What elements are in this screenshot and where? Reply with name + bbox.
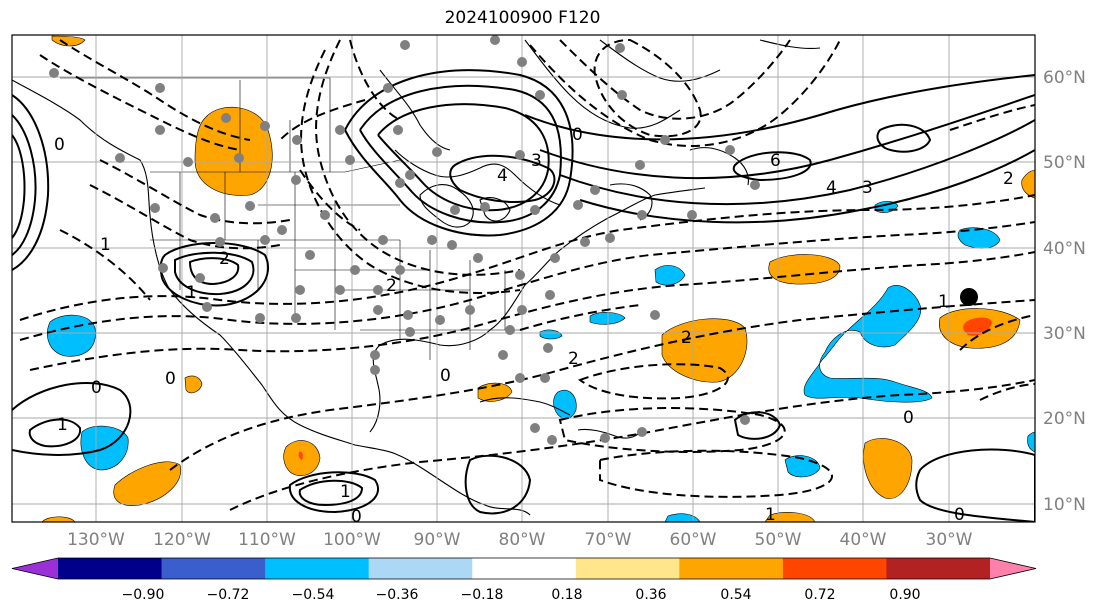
colorbar-segment xyxy=(265,558,370,579)
contour-label: 0 xyxy=(54,135,65,155)
colorbar-tick-label: −0.90 xyxy=(122,587,165,603)
contour-label: 1 xyxy=(100,235,111,255)
lat-label: 40°N xyxy=(1043,239,1086,259)
contour-label: 4 xyxy=(497,166,508,186)
contour-label: 1 xyxy=(57,415,68,435)
contour-label: 0 xyxy=(954,505,965,525)
lon-label: 100°W xyxy=(323,530,381,550)
colorbar-tick-label: 0.36 xyxy=(635,587,666,603)
contour-label: 2 xyxy=(386,276,397,296)
colorbar xyxy=(11,557,1037,580)
colorbar-segment xyxy=(782,558,887,579)
coastlines xyxy=(12,39,821,516)
contour-label: 0 xyxy=(351,507,362,527)
contour-label: 2 xyxy=(1003,169,1014,189)
map-title: 2024100900 F120 xyxy=(444,8,601,28)
contour-label: 2 xyxy=(568,349,579,369)
lat-label: 30°N xyxy=(1043,324,1086,344)
colorbar-tick-label: 0.90 xyxy=(889,587,920,603)
lon-label: 80°W xyxy=(499,530,546,550)
lon-label: 30°W xyxy=(926,530,973,550)
contour-label: 6 xyxy=(770,151,781,171)
contour-label: 0 xyxy=(440,366,451,386)
colorbar-tick-label: 0.18 xyxy=(551,587,582,603)
colorbar-tick-label: −0.36 xyxy=(376,587,419,603)
lon-label: 90°W xyxy=(414,530,461,550)
contour-label: 0 xyxy=(165,369,176,389)
political-borders xyxy=(60,77,520,360)
lat-label: 20°N xyxy=(1043,409,1086,429)
lat-label: 60°N xyxy=(1043,68,1086,88)
storm-center-dot xyxy=(960,288,978,306)
lon-label: 40°W xyxy=(840,530,887,550)
contour-label: 1 xyxy=(186,283,197,303)
colorbar-extend-max xyxy=(990,558,1036,579)
contour-label: 3 xyxy=(531,151,542,171)
colorbar-segment xyxy=(886,558,991,579)
lat-label: 50°N xyxy=(1043,153,1086,173)
colorbar-segment xyxy=(161,558,266,579)
colorbar-tick-label: −0.54 xyxy=(292,587,335,603)
contour-label: 0 xyxy=(903,408,914,428)
contour-labels: 4 3 2 1 0 6 4 3 0 2 1 0 2 1 0 2 1 0 0 1 … xyxy=(54,125,1014,527)
contour-label: 4 xyxy=(826,178,837,198)
lon-label: 110°W xyxy=(238,530,296,550)
graticule xyxy=(12,35,1035,522)
colorbar-tick-label: −0.72 xyxy=(207,587,250,603)
colorbar-tick-label: 0.54 xyxy=(720,587,751,603)
contour-label: 1 xyxy=(340,482,351,502)
colorbar-segment xyxy=(58,558,163,579)
negative-height-contours xyxy=(19,38,1035,511)
lat-label: 10°N xyxy=(1043,495,1086,515)
contour-label: 1 xyxy=(765,505,776,525)
lon-label: 130°W xyxy=(67,530,125,550)
contour-label: 2 xyxy=(219,249,230,269)
colorbar-segment xyxy=(679,558,784,579)
contour-label: 1 xyxy=(938,292,949,312)
latitude-labels: 60°N 50°N 40°N 30°N 20°N 10°N xyxy=(1043,68,1086,515)
lon-label: 50°W xyxy=(755,530,802,550)
lon-label: 60°W xyxy=(670,530,717,550)
lon-label: 70°W xyxy=(585,530,632,550)
colorbar-segment xyxy=(472,558,577,579)
observation-stations xyxy=(49,35,760,445)
contour-label: 3 xyxy=(862,178,873,198)
colorbar-extend-min xyxy=(12,558,58,579)
colorbar-outline xyxy=(11,557,1037,580)
colorbar-ticks: −0.90 −0.72 −0.54 −0.36 −0.18 0.18 0.36 … xyxy=(122,587,921,603)
positive-height-contours xyxy=(12,69,1035,522)
contour-label: 0 xyxy=(572,125,583,145)
lon-label: 120°W xyxy=(153,530,211,550)
contour-label: 2 xyxy=(681,328,692,348)
colorbar-tick-label: 0.72 xyxy=(804,587,835,603)
colorbar-segment xyxy=(575,558,680,579)
contour-label: 0 xyxy=(91,378,102,398)
longitude-labels: 130°W 120°W 110°W 100°W 90°W 80°W 70°W 6… xyxy=(67,530,973,550)
colorbar-segment xyxy=(368,558,473,579)
colorbar-tick-label: −0.18 xyxy=(461,587,504,603)
